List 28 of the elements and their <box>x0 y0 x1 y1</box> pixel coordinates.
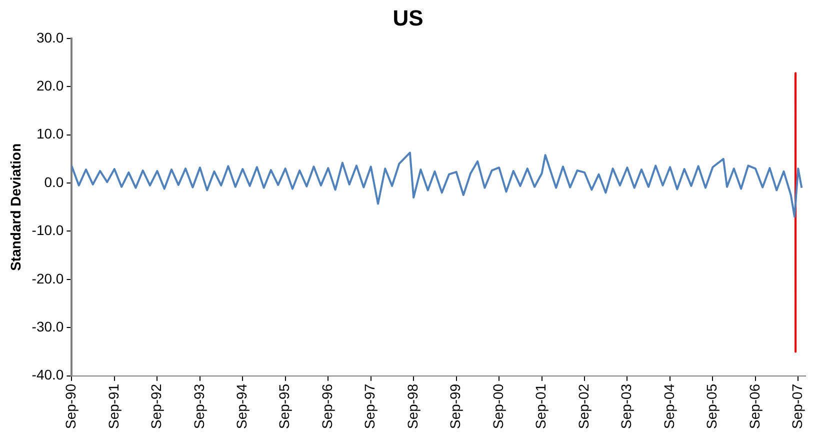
y-tick-label: 0.0 <box>44 174 64 190</box>
x-tick-label: Sep-91 <box>105 384 122 430</box>
x-tick-label: Sep-03 <box>618 384 634 430</box>
y-tick-label: -40.0 <box>32 366 64 383</box>
x-tick-label: Sep-99 <box>447 384 464 430</box>
x-tick-label: Sep-96 <box>319 384 336 430</box>
x-tick-label: Sep-93 <box>190 384 207 430</box>
y-axis-title: Standard Deviation <box>7 143 24 271</box>
y-tick-label: -10.0 <box>32 222 64 238</box>
y-tick-label: -30.0 <box>32 318 64 335</box>
chart-title: US <box>392 5 424 30</box>
x-tick-label: Sep-98 <box>404 384 420 430</box>
x-tick-label: Sep-04 <box>660 384 677 430</box>
x-tick-label: Sep-95 <box>276 384 292 430</box>
y-tick-label: 20.0 <box>36 77 64 94</box>
x-tick-label: Sep-02 <box>575 384 592 430</box>
y-tick-label: 30.0 <box>36 29 64 46</box>
x-tick-label: Sep-00 <box>490 384 506 430</box>
y-tick-label: 10.0 <box>36 126 64 142</box>
x-tick-label: Sep-92 <box>148 384 164 430</box>
y-tick-label: -20.0 <box>32 270 64 286</box>
x-tick-label: Sep-97 <box>362 384 378 430</box>
x-tick-label: Sep-07 <box>789 384 805 430</box>
x-tick-label: Sep-05 <box>704 384 720 430</box>
x-tick-label: Sep-94 <box>234 384 250 430</box>
x-tick-label: Sep-01 <box>532 384 549 430</box>
x-tick-label: Sep-90 <box>62 384 79 430</box>
x-tick-label: Sep-06 <box>746 384 762 430</box>
